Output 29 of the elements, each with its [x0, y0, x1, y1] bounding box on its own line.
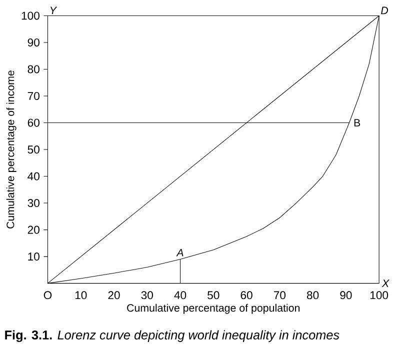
y-axis-title: Cumulative percentage of income: [6, 70, 16, 228]
text: Y: [50, 6, 58, 14]
y-tick-label: 40: [28, 172, 40, 180]
y-tick-label: 10: [28, 252, 40, 261]
text: Fig. 3.1. Lorenz curve depicting world inequality in incomes: [5, 330, 340, 342]
x-tick-label: O: [44, 291, 52, 300]
y-tick-label: 90: [28, 38, 40, 46]
y-tick-label: 60: [28, 118, 40, 127]
y-tick-label: 80: [28, 65, 40, 74]
annotation: B: [354, 119, 360, 126]
y-tick-label: 20: [28, 226, 40, 234]
y-tick-label: 70: [28, 92, 40, 100]
x-tick-label: 30: [141, 291, 153, 300]
annotation: D: [381, 6, 388, 14]
y-tick-label: 100: [22, 12, 40, 20]
annotation: A: [176, 248, 184, 256]
x-tick-label: 80: [307, 291, 319, 300]
y-tick-label: 30: [28, 199, 40, 208]
x-tick-label: 60: [240, 291, 252, 300]
x-tick-label: 40: [174, 291, 186, 300]
x-tick-label: 50: [208, 291, 220, 300]
text: X: [382, 280, 390, 287]
x-tick-label: 10: [75, 291, 87, 300]
x-tick-label: 100: [370, 291, 388, 300]
y-tick-label: 50: [28, 146, 40, 154]
x-axis-title: Cumulative percentage of population: [127, 304, 300, 314]
x-tick-label: 70: [274, 291, 286, 300]
x-tick-label: 90: [340, 291, 352, 300]
x-tick-label: 20: [108, 291, 120, 300]
